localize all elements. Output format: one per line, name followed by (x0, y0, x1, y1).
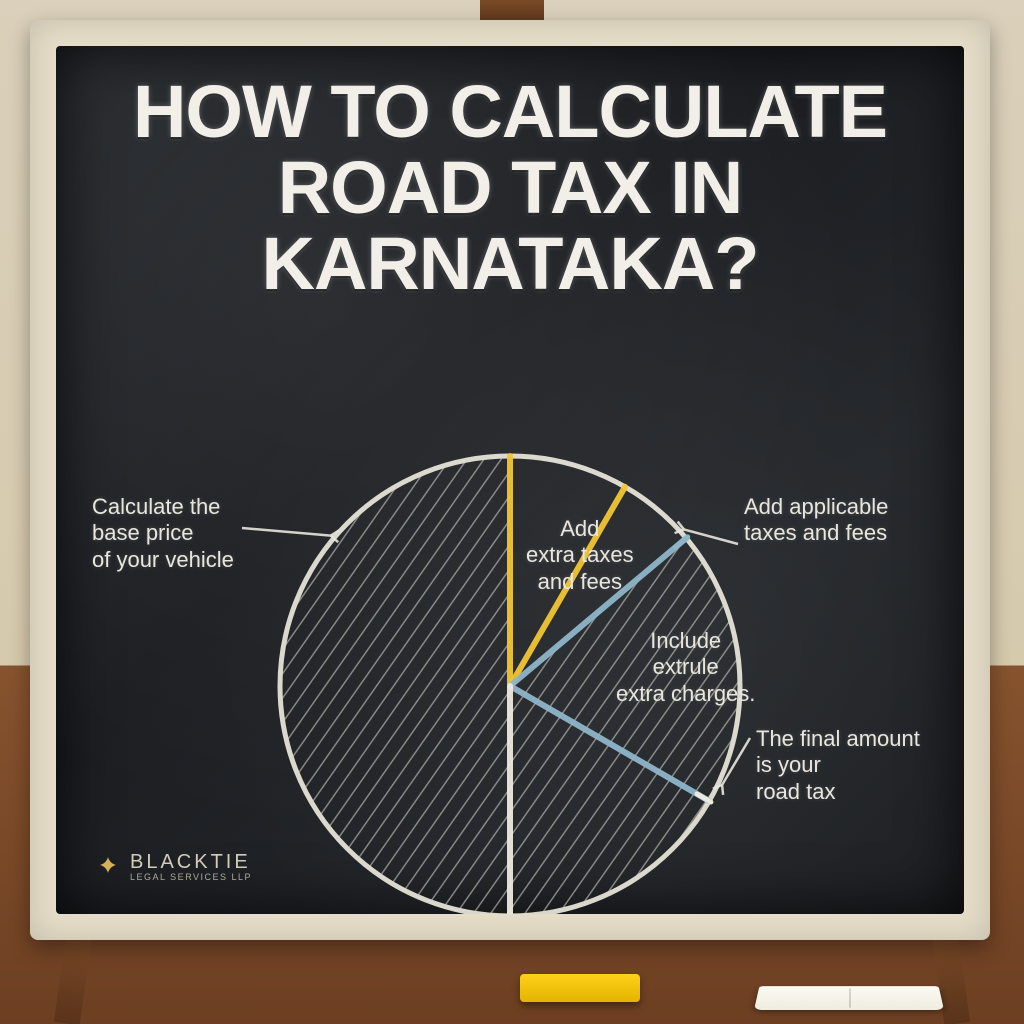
scene: HOW TO CALCULATE ROAD TAX IN KARNATAKA? … (0, 0, 1024, 1024)
notebook (754, 986, 944, 1010)
brand-subtitle: LEGAL SERVICES LLP (130, 872, 252, 882)
chalkboard: HOW TO CALCULATE ROAD TAX IN KARNATAKA? … (56, 46, 964, 914)
chalkboard-frame: HOW TO CALCULATE ROAD TAX IN KARNATAKA? … (30, 20, 990, 940)
label-final-amount: The final amount is your road tax (756, 726, 920, 805)
easel-leg-left (54, 933, 92, 1024)
board-title: HOW TO CALCULATE ROAD TAX IN KARNATAKA? (56, 74, 964, 303)
easel-leg-right (932, 933, 970, 1024)
label-extra-taxes: Add extra taxes and fees (526, 516, 634, 595)
brand-logo-icon (96, 855, 120, 879)
label-base-price: Calculate the base price of your vehicle (92, 494, 234, 573)
label-applicable-fees: Add applicable taxes and fees (744, 494, 888, 547)
brand-name: BLACKTIE (130, 851, 252, 874)
yellow-chalk (520, 974, 640, 1002)
label-extra-charges: Include extrule extra charges. (616, 628, 755, 707)
brand: BLACKTIE LEGAL SERVICES LLP (96, 851, 252, 882)
